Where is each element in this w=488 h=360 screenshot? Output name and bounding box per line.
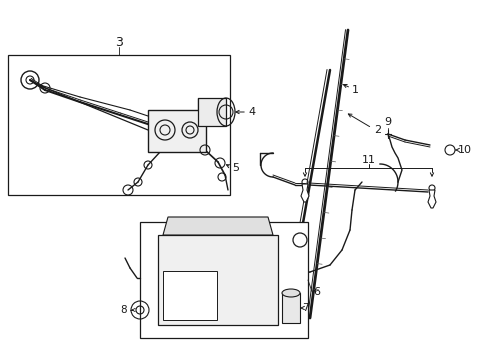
Polygon shape [301, 184, 308, 202]
Bar [282, 293, 299, 323]
Text: 7: 7 [302, 303, 308, 313]
Text: 3: 3 [115, 36, 122, 49]
Text: 9: 9 [384, 117, 391, 127]
Text: 11: 11 [361, 155, 375, 165]
Text: 10: 10 [457, 145, 471, 155]
Text: 1: 1 [351, 85, 358, 95]
Text: 4: 4 [247, 107, 255, 117]
Polygon shape [427, 190, 435, 208]
Bar [198, 98, 225, 126]
Bar [158, 235, 278, 325]
Bar [8, 55, 229, 195]
Bar [140, 222, 307, 338]
Bar [148, 110, 205, 152]
Text: 6: 6 [312, 287, 319, 297]
Bar [163, 270, 217, 320]
Text: 8: 8 [120, 305, 126, 315]
Ellipse shape [282, 289, 299, 297]
Polygon shape [163, 217, 272, 235]
Text: 5: 5 [231, 163, 239, 173]
Text: 2: 2 [373, 125, 380, 135]
